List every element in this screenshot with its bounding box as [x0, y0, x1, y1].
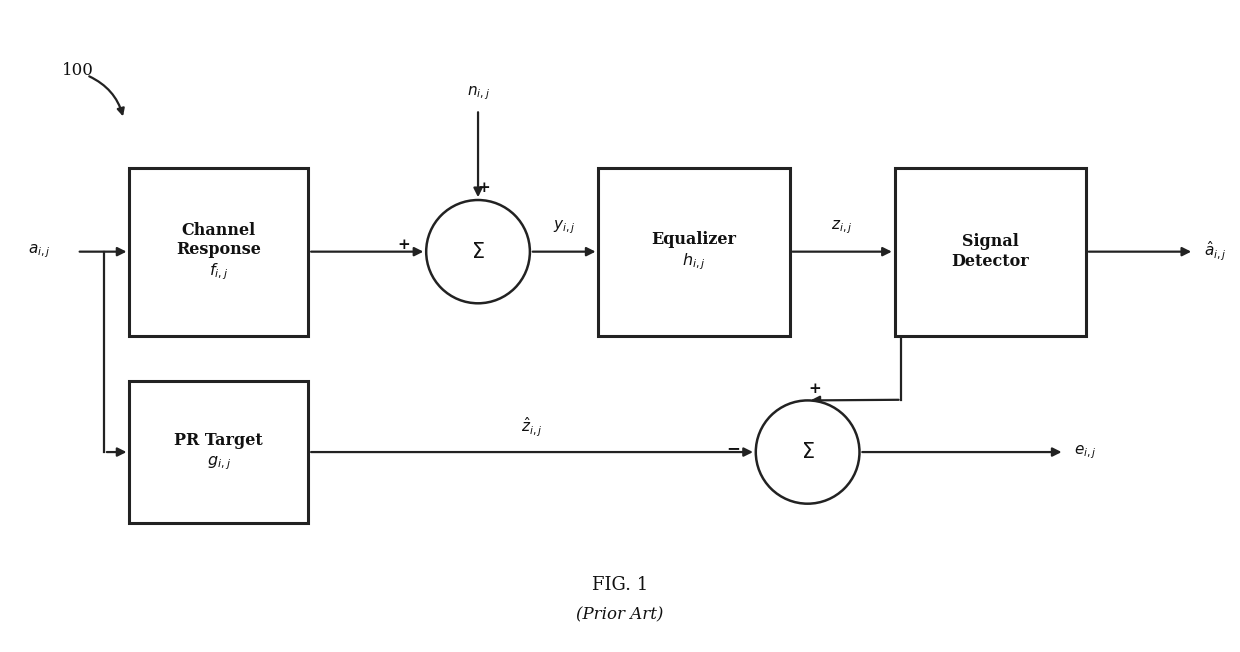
- Text: $y_{i,j}$: $y_{i,j}$: [553, 218, 575, 236]
- Ellipse shape: [427, 200, 529, 303]
- FancyBboxPatch shape: [129, 381, 309, 523]
- Text: $e_{i,j}$: $e_{i,j}$: [1074, 443, 1097, 461]
- Text: Signal
Detector: Signal Detector: [951, 233, 1029, 270]
- Text: +: +: [477, 181, 491, 196]
- Text: (Prior Art): (Prior Art): [577, 606, 663, 623]
- Text: Equalizer
$h_{i,j}$: Equalizer $h_{i,j}$: [651, 231, 737, 272]
- Text: $\hat{z}_{i,j}$: $\hat{z}_{i,j}$: [521, 416, 543, 439]
- Text: $n_{i,j}$: $n_{i,j}$: [466, 85, 490, 102]
- Text: Channel
Response
$f_{i,j}$: Channel Response $f_{i,j}$: [176, 222, 262, 282]
- Text: +: +: [398, 238, 410, 252]
- Text: $\Sigma$: $\Sigma$: [471, 242, 485, 261]
- Text: +: +: [808, 382, 821, 396]
- Text: $\Sigma$: $\Sigma$: [801, 442, 815, 462]
- Text: FIG. 1: FIG. 1: [591, 576, 649, 593]
- Text: PR Target
$g_{i,j}$: PR Target $g_{i,j}$: [175, 432, 263, 471]
- FancyBboxPatch shape: [599, 168, 790, 336]
- Text: $a_{i,j}$: $a_{i,j}$: [29, 243, 51, 260]
- Text: $z_{i,j}$: $z_{i,j}$: [832, 218, 853, 236]
- Text: $\hat{a}_{i,j}$: $\hat{a}_{i,j}$: [1204, 240, 1226, 263]
- Text: −: −: [727, 440, 740, 457]
- Text: 100: 100: [62, 62, 94, 79]
- FancyBboxPatch shape: [895, 168, 1086, 336]
- FancyBboxPatch shape: [129, 168, 309, 336]
- Ellipse shape: [756, 400, 859, 504]
